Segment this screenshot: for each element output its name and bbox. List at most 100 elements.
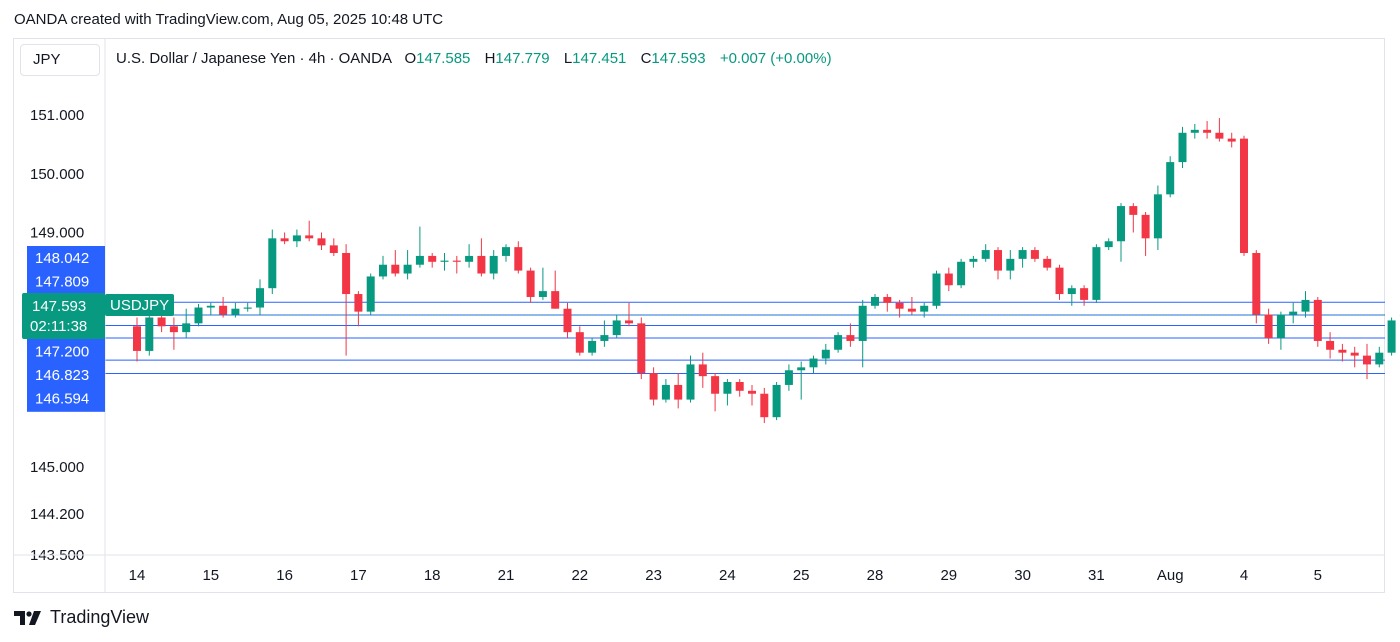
candle-body <box>133 326 141 351</box>
time-tick-label: 16 <box>276 567 293 584</box>
price-labels: 148.042147.809147.593147.414147.200146.8… <box>22 246 174 412</box>
level-label: 146.594 <box>35 390 89 407</box>
attribution-header: OANDA created with TradingView.com, Aug … <box>14 11 444 28</box>
candle-body <box>219 305 228 315</box>
candle-body <box>342 252 351 295</box>
candle-body <box>637 323 646 374</box>
candle-body <box>1363 355 1371 365</box>
candle-body <box>1067 288 1076 295</box>
footer-brand-label: TradingView <box>50 607 150 627</box>
candle-body <box>932 273 941 306</box>
candle-body <box>194 307 203 324</box>
candle-body <box>465 255 474 262</box>
candle-body <box>674 384 683 400</box>
price-tick-label: 151.000 <box>30 107 84 124</box>
candle-body <box>1203 129 1212 133</box>
candle-body <box>206 305 215 308</box>
time-tick-label: 23 <box>645 567 662 584</box>
candle-body <box>182 323 191 333</box>
level-lines <box>105 301 1385 375</box>
candle-body <box>526 270 535 297</box>
time-tick-label: 5 <box>1314 567 1322 584</box>
candle-body <box>920 305 929 312</box>
time-tick-label: 28 <box>867 567 884 584</box>
time-tick-label: 25 <box>793 567 810 584</box>
candle-body <box>1350 352 1359 356</box>
candle-body <box>317 238 326 246</box>
candle-body <box>1055 267 1064 295</box>
candle-body <box>772 384 781 418</box>
level-label: 147.809 <box>35 273 89 290</box>
candle-body <box>366 276 375 312</box>
time-tick-label: 15 <box>202 567 219 584</box>
time-tick-label: 24 <box>719 567 736 584</box>
candle-body <box>957 261 966 286</box>
chart-frame[interactable] <box>13 38 1385 593</box>
price-tick-label: 150.000 <box>30 166 84 183</box>
price-tick-label: 149.000 <box>30 224 84 241</box>
time-tick-label: 31 <box>1088 567 1105 584</box>
time-tick-label: 17 <box>350 567 367 584</box>
candle-body <box>268 238 277 289</box>
candle-body <box>1326 340 1335 350</box>
candle-body <box>391 264 400 274</box>
time-tick-label: 29 <box>940 567 957 584</box>
candle-body <box>907 308 916 312</box>
legend-low-value: 147.451 <box>572 50 627 67</box>
time-tick-label: 21 <box>498 567 515 584</box>
candle-body <box>625 320 633 324</box>
candle-body <box>1313 299 1322 341</box>
legend-high-value: 147.779 <box>495 50 550 67</box>
candle-body <box>588 340 597 353</box>
tradingview-logo-icon <box>14 610 41 625</box>
candle-body <box>502 247 510 256</box>
candle-body <box>797 367 806 371</box>
candle-body <box>1375 352 1384 365</box>
chart-legend: U.S. Dollar / Japanese Yen · 4h · OANDA … <box>116 50 842 67</box>
candle-body <box>280 238 289 242</box>
candle-body <box>895 302 904 309</box>
candle-body <box>169 326 178 333</box>
candle-body <box>514 247 523 271</box>
time-tick-label: 22 <box>571 567 588 584</box>
candle-body <box>452 260 461 262</box>
candle-body <box>477 255 486 274</box>
symbol-button[interactable]: JPY <box>20 44 100 76</box>
candle-body <box>575 332 584 353</box>
legend-low-key: L <box>563 50 573 67</box>
candle-body <box>1252 252 1261 315</box>
candle-body <box>415 255 424 265</box>
candle-body <box>883 296 892 303</box>
candle-body <box>1141 214 1150 239</box>
candle-body <box>1166 162 1175 195</box>
candle-body <box>1301 299 1310 312</box>
price-tick-label: 145.000 <box>30 459 84 476</box>
candle-body <box>661 384 670 400</box>
candle-body <box>538 291 547 297</box>
candle-body <box>969 258 978 262</box>
candle-body <box>981 250 990 259</box>
candle-body <box>821 349 830 359</box>
time-tick-label: 4 <box>1240 567 1248 584</box>
current-price-label: 147.593 <box>32 298 86 315</box>
time-axis: 14 15 16 17 18 21 22 23 24 25 28 29 30 31 Aug 4 5 <box>13 554 1385 584</box>
candle-body <box>1006 258 1015 271</box>
candle-body <box>1178 132 1187 163</box>
candle-body <box>1080 288 1089 300</box>
candle-body <box>329 245 338 253</box>
candle-body <box>612 320 621 336</box>
candle-body <box>994 250 1002 271</box>
candle-body <box>256 288 264 308</box>
candle-body <box>944 273 953 286</box>
candle-body <box>698 364 707 377</box>
candle-body <box>735 382 744 391</box>
candle-body <box>748 390 756 394</box>
candle-body <box>1289 311 1298 315</box>
level-label: 146.823 <box>35 367 89 384</box>
candle-body <box>784 370 793 385</box>
candle-body <box>563 308 572 333</box>
footer-brand[interactable]: TradingView <box>14 607 149 628</box>
candle-body <box>1043 258 1052 268</box>
candle-body <box>834 335 843 350</box>
